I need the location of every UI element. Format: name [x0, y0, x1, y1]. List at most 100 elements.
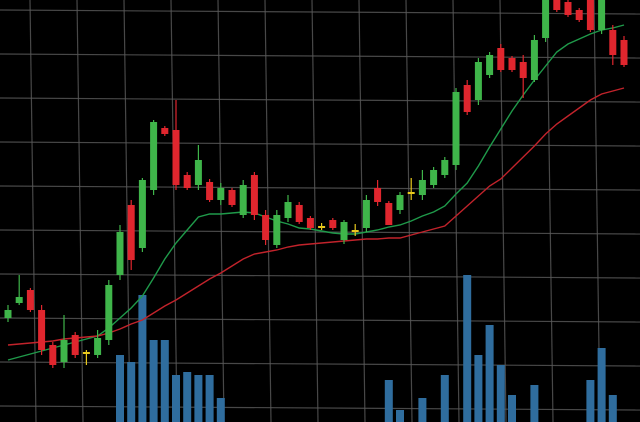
volume-bar [474, 355, 483, 422]
volume-bar [608, 395, 617, 422]
candle-body [530, 40, 538, 80]
volume-bar [160, 340, 169, 422]
candle-body [150, 122, 158, 190]
candle-body [284, 202, 292, 218]
candle-body [497, 48, 505, 70]
candle-body [138, 180, 146, 248]
volume-bar [183, 372, 192, 422]
candle-body [206, 182, 214, 200]
candle-body [217, 188, 225, 200]
candle-body [183, 175, 191, 188]
volume-bar [127, 362, 136, 422]
volume-bar [194, 375, 203, 422]
candle-body [351, 230, 359, 232]
candle-body [60, 340, 68, 362]
candle-body [586, 0, 594, 30]
grid-line [0, 185, 640, 191]
candle-body [598, 0, 606, 30]
candle-body [396, 195, 404, 210]
candle-body [38, 310, 46, 350]
candle-body [340, 222, 348, 240]
candle-body [385, 203, 393, 225]
candle-body [127, 205, 135, 260]
candle-body [418, 180, 426, 195]
volume-bar [396, 410, 404, 422]
grid-line [264, 0, 272, 422]
candle-body [575, 10, 583, 20]
candle-body [441, 160, 449, 175]
volume-bar [530, 385, 539, 422]
candle-body [116, 232, 124, 275]
grid-line [0, 9, 640, 15]
volume-bar [440, 375, 449, 422]
volume-bar [485, 325, 494, 422]
candle-body [362, 200, 370, 228]
volume-bar [205, 375, 214, 422]
candle-body [172, 130, 180, 185]
candle-body [329, 220, 337, 228]
grid-line [123, 0, 131, 422]
candle-body [620, 40, 628, 65]
candle-body [295, 205, 303, 222]
grid-line [0, 141, 640, 147]
grid-line [0, 273, 640, 279]
candle-body [407, 192, 415, 194]
volume-bar [384, 380, 393, 422]
candle-body [273, 215, 281, 245]
candle-body [250, 175, 258, 215]
candle-body [508, 58, 516, 70]
grid-line [29, 0, 37, 422]
candle-body [239, 185, 247, 215]
candles [4, 0, 628, 368]
candle-body [94, 338, 102, 355]
candle-body [161, 128, 169, 134]
volume-bar [418, 398, 427, 422]
grid-line [76, 0, 84, 422]
volume-bars [116, 275, 617, 422]
candle-body [430, 170, 438, 185]
candle-body [15, 297, 23, 303]
volume-bar [586, 380, 595, 422]
volume-bar [116, 355, 124, 422]
candle-body [4, 310, 12, 318]
grid-line [170, 0, 178, 422]
grid-line [405, 0, 413, 422]
volume-bar [496, 365, 505, 422]
candle-body [564, 2, 572, 15]
candle-body [474, 62, 482, 100]
candle-body [82, 352, 90, 354]
candle-body [463, 85, 471, 112]
candle-body [374, 188, 382, 202]
grid-line [311, 0, 319, 422]
candle-body [486, 55, 494, 75]
candle-body [194, 160, 202, 185]
volume-bar [172, 375, 180, 422]
volume-bar [149, 340, 158, 422]
candle-body [542, 0, 550, 38]
candle-body [228, 190, 236, 205]
volume-bar [463, 275, 472, 422]
candle-body [519, 62, 527, 78]
candle-body [71, 335, 79, 355]
candle-body [306, 218, 314, 228]
grid-line [546, 0, 554, 422]
candle-body [262, 215, 270, 240]
grid-line [0, 229, 640, 235]
grid-line [217, 0, 225, 422]
grid-line [358, 0, 366, 422]
candle-body [318, 226, 326, 228]
candle-body [105, 285, 113, 340]
volume-bar [138, 295, 147, 422]
candle-body [553, 0, 561, 10]
grid-line [452, 0, 460, 422]
volume-bar [508, 395, 516, 422]
volume-bar [216, 398, 225, 422]
grid-line [0, 361, 640, 367]
candle-body [26, 290, 34, 310]
grid-line [0, 97, 640, 103]
candle-body [452, 92, 460, 165]
volume-bar [597, 348, 606, 422]
